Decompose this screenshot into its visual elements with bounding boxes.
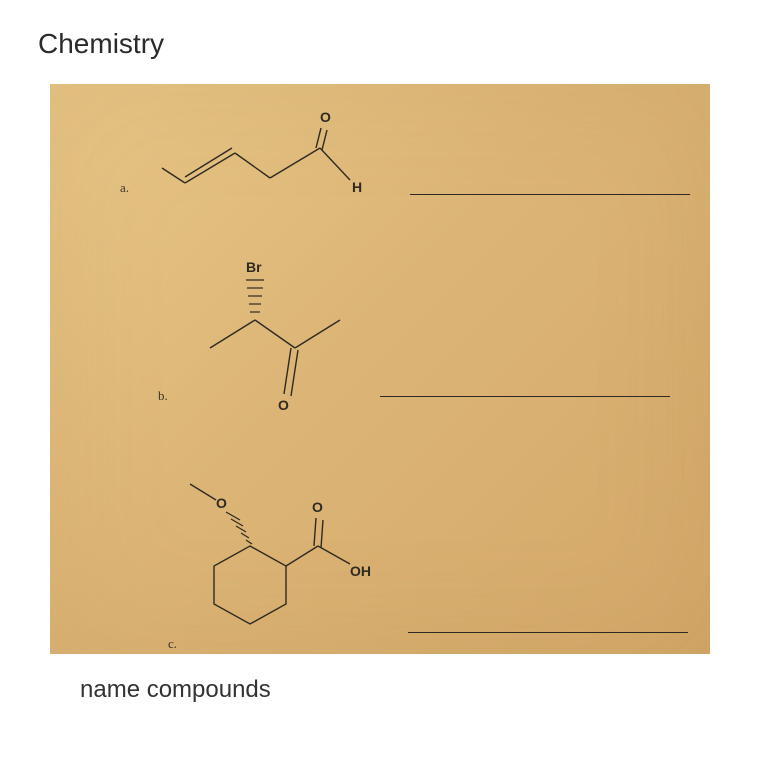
svg-text:H: H	[352, 179, 362, 195]
structure-c: O O OH	[50, 454, 410, 664]
page-caption: name compounds	[80, 676, 738, 704]
svg-text:O: O	[320, 109, 331, 125]
problem-c: c. O O OH	[50, 454, 710, 654]
svg-text:OH: OH	[350, 563, 371, 579]
structure-a: O H	[50, 98, 390, 228]
problem-b: b. Br O	[50, 254, 710, 444]
worksheet-panel: a. O H b.	[50, 84, 710, 654]
svg-text:Br: Br	[246, 259, 262, 275]
page-title: Chemistry	[38, 28, 738, 60]
svg-text:O: O	[216, 495, 227, 511]
answer-line-c	[408, 632, 688, 633]
structure-b: Br O	[50, 254, 390, 434]
svg-text:O: O	[278, 397, 289, 413]
problem-a: a. O H	[50, 98, 710, 238]
answer-line-a	[410, 194, 690, 195]
answer-line-b	[380, 396, 670, 397]
svg-text:O: O	[312, 499, 323, 515]
